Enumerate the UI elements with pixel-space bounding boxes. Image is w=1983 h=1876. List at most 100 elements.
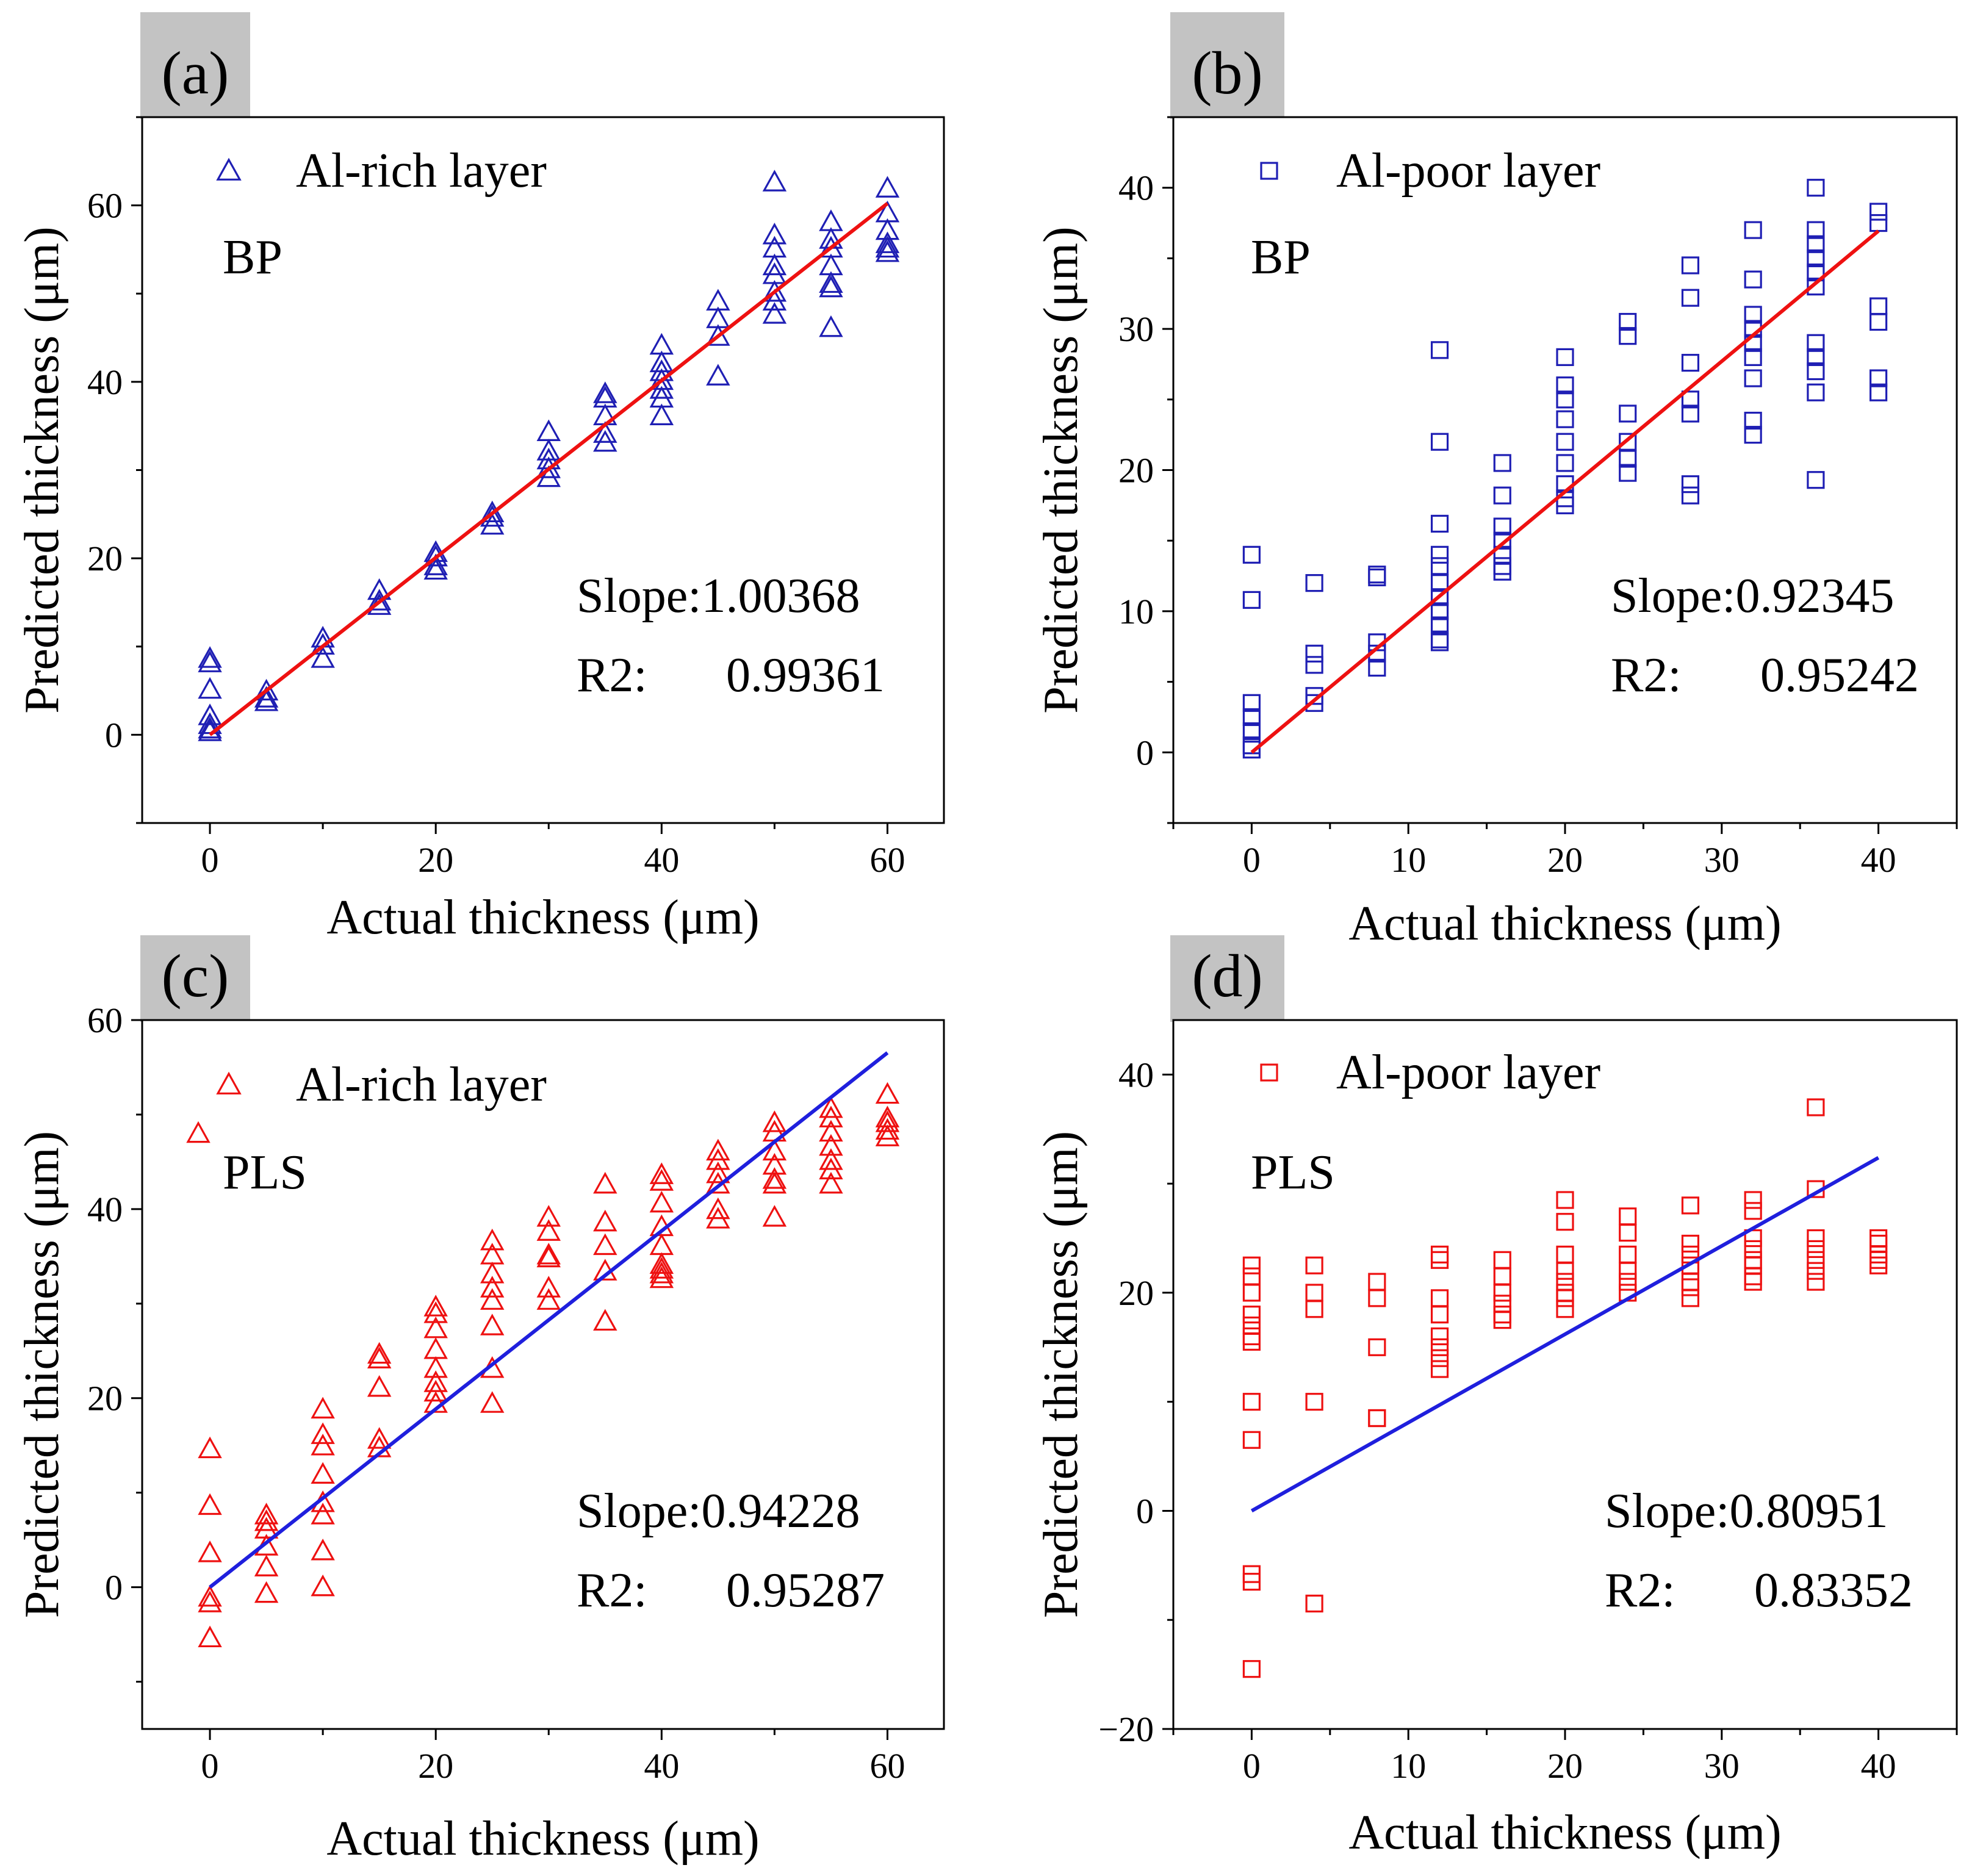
y-axis-title: Predicted thickness (μm) xyxy=(1034,226,1088,713)
panel-tag-box xyxy=(1170,935,1284,1022)
data-point xyxy=(762,289,787,311)
data-point xyxy=(1681,486,1700,505)
data-point xyxy=(1807,383,1825,401)
fit-line xyxy=(209,1051,889,1589)
panel-tag-label: (d) xyxy=(1192,942,1263,1010)
legend-label: Al-rich layer xyxy=(296,1058,547,1112)
data-point xyxy=(1305,1300,1323,1318)
data-point xyxy=(1744,1191,1762,1209)
data-point xyxy=(198,1540,222,1562)
data-point xyxy=(1430,1349,1449,1367)
data-point xyxy=(875,240,900,262)
data-point xyxy=(1556,348,1574,366)
data-point xyxy=(649,1266,674,1288)
data-point xyxy=(762,1138,787,1161)
data-point xyxy=(1744,270,1762,289)
legend-label: Al-poor layer xyxy=(1336,1046,1600,1099)
data-point xyxy=(1368,658,1386,677)
x-tick-label: 20 xyxy=(418,1746,453,1786)
data-point xyxy=(367,1427,392,1449)
data-point xyxy=(819,1157,843,1180)
data-point xyxy=(1493,531,1511,550)
data-point xyxy=(1807,249,1825,267)
data-point xyxy=(1681,475,1700,494)
method-label: PLS xyxy=(1251,1146,1335,1199)
y-tick-label: 10 xyxy=(1118,592,1154,631)
data-point xyxy=(1430,1327,1449,1346)
y-tick-label: 20 xyxy=(1118,451,1154,491)
y-tick-label: 40 xyxy=(1118,168,1154,208)
data-point xyxy=(762,1167,787,1189)
panel-tag-label: (a) xyxy=(162,39,229,107)
method-label: BP xyxy=(1251,231,1311,284)
data-point xyxy=(1681,256,1700,275)
data-point xyxy=(1242,1306,1261,1324)
data-point xyxy=(706,1161,730,1184)
data-point xyxy=(1619,1273,1637,1291)
data-point xyxy=(367,1346,392,1368)
data-point xyxy=(1807,263,1825,282)
data-point xyxy=(819,1105,843,1127)
plot-frame xyxy=(141,1019,945,1730)
data-point xyxy=(480,1288,505,1310)
data-point xyxy=(1619,433,1637,451)
data-point xyxy=(1807,235,1825,253)
r2-prefix: R2: xyxy=(577,649,647,702)
y-axis-title: Predicted thickness (μm) xyxy=(15,226,69,713)
data-point xyxy=(649,377,674,399)
data-point xyxy=(536,1205,561,1227)
data-point xyxy=(1744,348,1762,366)
data-point xyxy=(198,1436,222,1459)
data-point xyxy=(1305,1256,1323,1274)
data-point xyxy=(706,1197,730,1220)
panel-d: (d) 0 10 20 30 40 −20 0 20 40 Actual thickness (μm… xyxy=(1034,935,1958,1860)
data-point xyxy=(1430,1338,1449,1356)
y-axis-title: Predicted thickness (μm) xyxy=(15,1131,69,1618)
data-point xyxy=(762,1171,787,1194)
data-point xyxy=(1242,1256,1261,1274)
r2-value: 0.83352 xyxy=(1754,1564,1913,1617)
data-point xyxy=(1493,1284,1511,1302)
data-point xyxy=(198,1493,222,1515)
x-tick-label: 20 xyxy=(1547,840,1583,880)
data-point xyxy=(875,1124,900,1146)
data-point xyxy=(536,456,561,478)
data-point xyxy=(423,1379,448,1402)
r2-value: 0.95242 xyxy=(1760,649,1919,702)
y-tick-label: 0 xyxy=(1136,733,1154,772)
data-point xyxy=(1870,203,1888,221)
data-point xyxy=(762,170,787,192)
data-point xyxy=(311,1422,335,1444)
data-point xyxy=(1430,514,1449,533)
data-point xyxy=(1619,404,1637,423)
data-point xyxy=(1368,1289,1386,1307)
x-tick-label: 0 xyxy=(1243,840,1261,880)
data-point xyxy=(1368,1409,1386,1428)
data-point xyxy=(1681,1234,1700,1253)
data-point xyxy=(536,1243,561,1265)
data-point xyxy=(875,1118,900,1140)
data-point xyxy=(1681,1289,1700,1307)
r2-prefix: R2: xyxy=(1611,649,1682,702)
data-point xyxy=(536,1276,561,1298)
data-point xyxy=(1493,486,1511,505)
stray-marker xyxy=(186,1121,211,1143)
data-point xyxy=(1493,545,1511,564)
data-point xyxy=(593,381,617,403)
data-point xyxy=(1368,568,1386,586)
x-axis-title: Actual thickness (μm) xyxy=(326,1812,759,1866)
data-point xyxy=(762,1205,787,1227)
data-point xyxy=(1493,1311,1511,1329)
data-point xyxy=(1242,1393,1261,1411)
data-point xyxy=(423,1356,448,1378)
data-point xyxy=(875,231,900,253)
data-point xyxy=(875,1110,900,1132)
data-point xyxy=(480,1276,505,1298)
panel-b: (b) 0 10 20 30 40 0 10 20 30 40 Actual thickness (μ… xyxy=(1034,12,1958,951)
data-point xyxy=(367,1342,392,1364)
data-point xyxy=(1430,602,1449,620)
data-point xyxy=(198,703,222,725)
legend-marker xyxy=(216,1071,242,1094)
fit-line xyxy=(1250,1155,1880,1513)
data-point xyxy=(1430,588,1449,606)
